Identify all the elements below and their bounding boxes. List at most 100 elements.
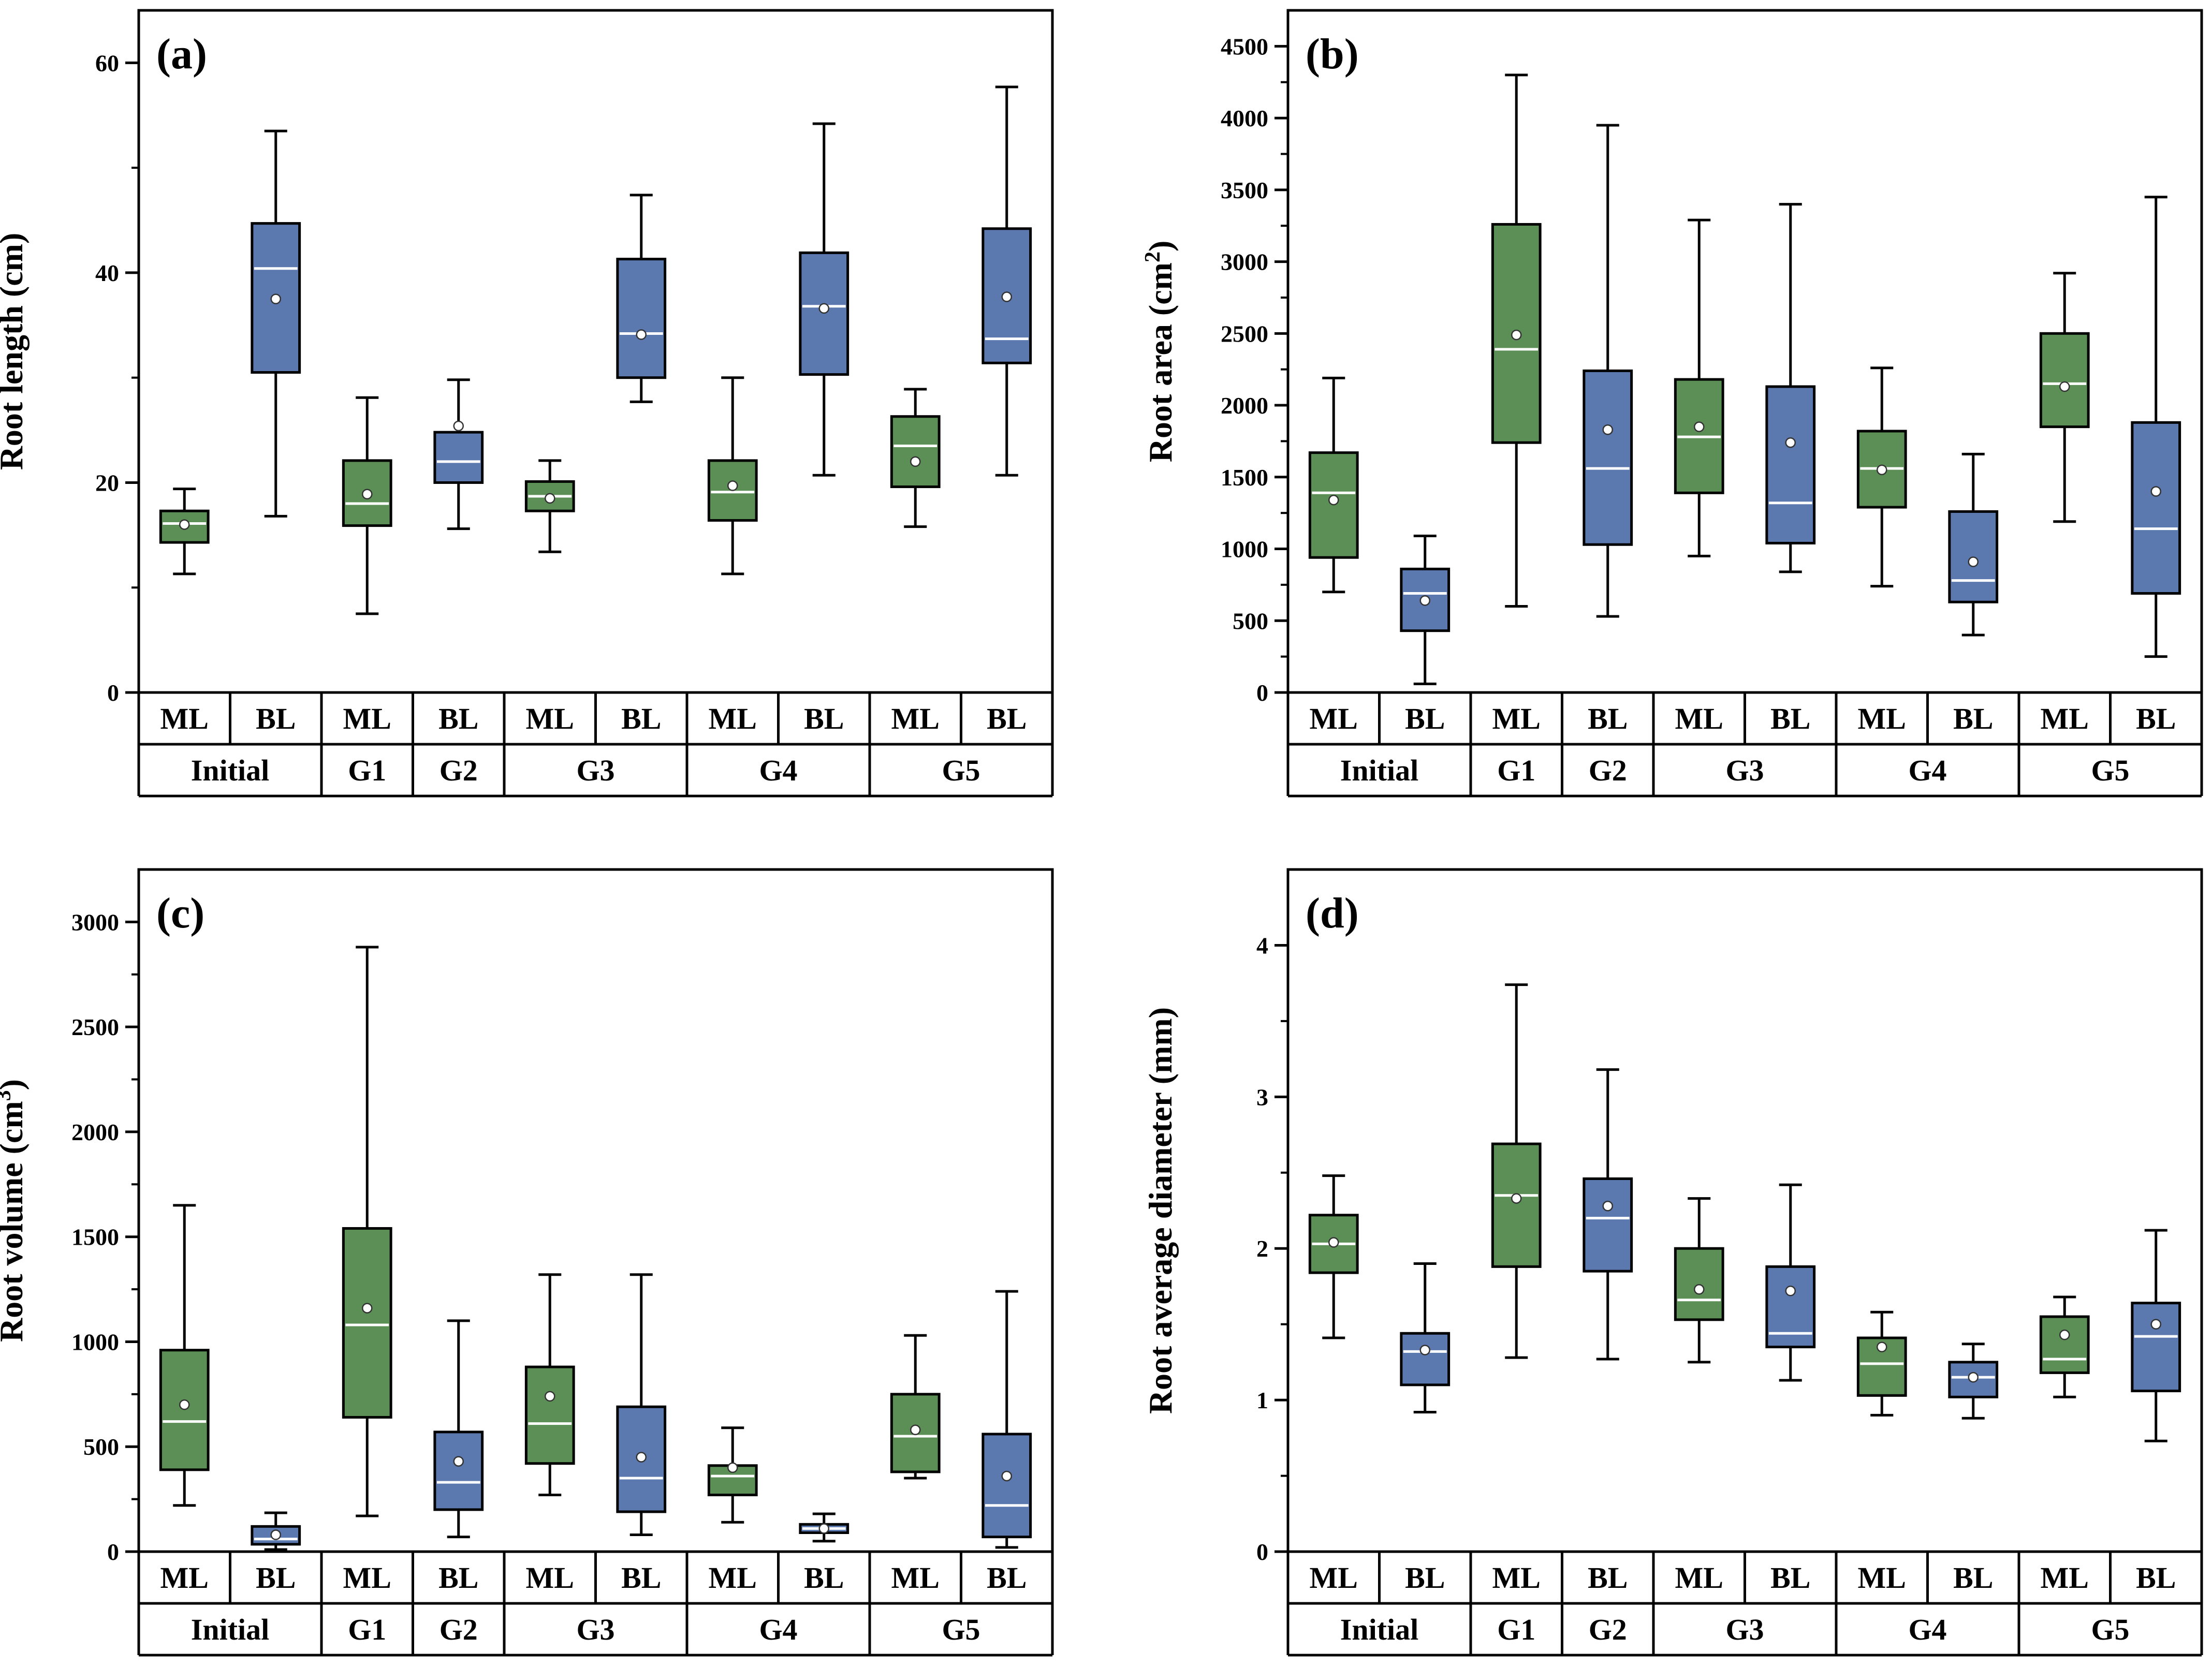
category-label: ML — [1675, 702, 1723, 735]
mean-marker — [818, 303, 829, 314]
y-tick-label: 3 — [1256, 1084, 1268, 1110]
plot-frame — [1286, 868, 2203, 1553]
iqr-box — [1765, 385, 1816, 544]
mean-marker — [910, 1424, 921, 1436]
y-tick-label: 1 — [1256, 1387, 1268, 1413]
box-ML — [707, 1426, 758, 1524]
iqr-box — [982, 1433, 1032, 1539]
y-tick-label: 0 — [107, 1539, 119, 1565]
mean-marker — [1511, 329, 1522, 341]
iqr-box — [433, 431, 484, 484]
box-ML — [1308, 1174, 1359, 1339]
group-label: Initial — [191, 754, 270, 787]
y-axis-title-sup: 2 — [1141, 252, 1165, 262]
y-tick-label: 1500 — [1221, 464, 1268, 491]
iqr-box — [799, 251, 849, 376]
box-BL — [1948, 1343, 1999, 1420]
mean-marker — [818, 1523, 829, 1534]
mean-marker — [2150, 486, 2161, 497]
category-label: ML — [1492, 1561, 1541, 1595]
mean-marker — [545, 1391, 555, 1402]
category-label: BL — [438, 1561, 478, 1595]
y-axis-title-tail: ) — [0, 1079, 30, 1090]
mean-marker — [1694, 421, 1705, 432]
y-tick-label: 3000 — [71, 909, 119, 935]
mean-marker — [2059, 381, 2070, 392]
box-BL — [799, 1512, 849, 1543]
y-axis-title-sup: 3 — [0, 1090, 16, 1101]
mean-marker — [1694, 1284, 1705, 1295]
y-axis-title: Root length (cm) — [0, 233, 30, 470]
box-BL — [799, 122, 849, 477]
y-tick-label: 1000 — [71, 1329, 119, 1355]
mean-marker — [1419, 1345, 1430, 1355]
box-ML — [342, 946, 392, 1517]
y-tick-label: 4500 — [1221, 33, 1268, 60]
panel-letter: (b) — [1306, 30, 1359, 78]
box-ML — [1674, 218, 1724, 557]
mean-marker — [1602, 424, 1613, 435]
y-axis-title: Root volume (cm3) — [0, 1079, 30, 1342]
y-tick-label: 4000 — [1221, 105, 1268, 131]
panel-letter: (a) — [156, 30, 207, 78]
panel-c: 0 500 1000 1500 2000 2500 3000 Root volume (cm3… — [0, 868, 1054, 1657]
category-label: ML — [2041, 1561, 2089, 1595]
box-ML — [890, 388, 941, 528]
y-tick-label: 2000 — [71, 1119, 119, 1145]
category-label: ML — [160, 1561, 209, 1595]
mean-marker — [270, 1529, 281, 1540]
box-ML — [2039, 272, 2090, 523]
mean-marker — [1328, 494, 1339, 506]
box-BL — [1400, 535, 1451, 685]
y-tick-label: 2 — [1256, 1235, 1268, 1262]
group-label: G1 — [1497, 1613, 1535, 1646]
group-label: G2 — [1589, 754, 1627, 787]
iqr-box — [2039, 1315, 2090, 1374]
mean-marker — [453, 420, 464, 432]
category-label: ML — [343, 702, 391, 735]
mean-marker — [453, 1456, 464, 1467]
mean-marker — [1968, 556, 1979, 567]
iqr-box — [616, 258, 667, 379]
category-label: ML — [891, 702, 940, 735]
y-tick-label: 500 — [83, 1434, 119, 1460]
category-label: BL — [1770, 1561, 1810, 1595]
box-BL — [982, 1290, 1032, 1549]
box-ML — [890, 1334, 941, 1480]
mean-marker — [1001, 291, 1012, 302]
category-label: BL — [1953, 702, 1993, 735]
panel-d: 0 1 2 3 4 Root average diameter (mm) (d) ML BL ML… — [1142, 868, 2203, 1657]
category-label: BL — [2136, 702, 2176, 735]
category-label: BL — [1588, 1561, 1628, 1595]
group-label: Initial — [1340, 754, 1419, 787]
iqr-box — [1583, 369, 1633, 546]
box-BL — [1948, 452, 1999, 637]
group-label: G1 — [348, 754, 386, 787]
mean-marker — [362, 489, 373, 500]
iqr-box — [1491, 1142, 1542, 1268]
mean-marker — [270, 293, 281, 304]
box-BL — [616, 1273, 667, 1537]
box-BL — [2131, 196, 2181, 658]
group-label: G4 — [759, 1613, 797, 1646]
category-label: ML — [891, 1561, 940, 1595]
category-label: BL — [1588, 702, 1628, 735]
mean-marker — [1785, 437, 1796, 448]
box-BL — [1400, 1262, 1451, 1414]
y-tick-label: 20 — [95, 469, 119, 496]
category-label: BL — [804, 1561, 844, 1595]
group-label: G3 — [576, 1613, 614, 1646]
y-axis-title-tail: ) — [1142, 241, 1179, 252]
mean-marker — [1877, 1341, 1887, 1352]
category-label: BL — [2136, 1561, 2176, 1595]
group-label: G5 — [942, 754, 980, 787]
group-label: G2 — [1589, 1613, 1627, 1646]
group-label: G5 — [2091, 1613, 2129, 1646]
category-label: ML — [1858, 1561, 1906, 1595]
mean-marker — [636, 329, 647, 340]
category-label: ML — [343, 1561, 391, 1595]
y-tick-label: 0 — [1256, 1539, 1268, 1565]
box-ML — [1491, 73, 1542, 608]
category-label: ML — [2041, 702, 2089, 735]
